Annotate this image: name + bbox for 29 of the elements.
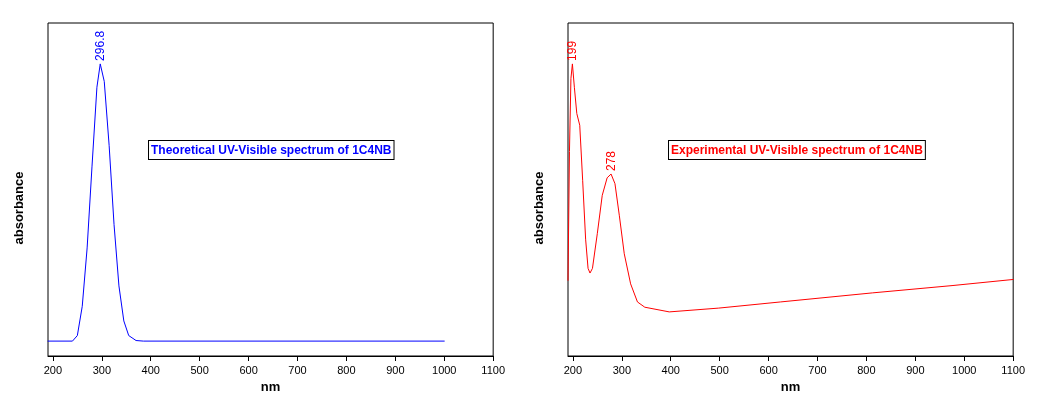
annotation: 199 [565, 40, 580, 61]
x-tick-label: 1100 [481, 363, 505, 376]
y-axis-title: absorbance [531, 171, 546, 245]
x-tick-label: 1100 [1001, 363, 1025, 376]
x-tick-label: 1000 [952, 363, 977, 376]
x-tick-label: 800 [337, 363, 356, 376]
x-tick-label: 500 [710, 363, 729, 376]
x-tick-label: 600 [759, 363, 778, 376]
x-tick-label: 700 [808, 363, 827, 376]
y-axis-title: absorbance [11, 171, 26, 245]
x-axis-title: nm [260, 379, 281, 394]
x-tick-label: 900 [386, 363, 405, 376]
x-tick-label: 400 [141, 363, 160, 376]
x-tick-label: 700 [288, 363, 307, 376]
x-tick-label: 200 [43, 363, 63, 376]
x-tick-label: 400 [661, 363, 680, 376]
annotation: 296.8 [93, 30, 108, 61]
annotation: Experimental UV-Visible spectrum of 1C4NB [671, 143, 924, 157]
x-tick-label: 800 [857, 363, 876, 376]
annotation: 278 [604, 150, 619, 172]
x-tick-label: 500 [190, 363, 209, 376]
x-tick-label: 900 [906, 363, 925, 376]
x-tick-label: 1000 [432, 363, 457, 376]
x-tick-label: 300 [612, 363, 631, 376]
x-tick-label: 600 [239, 363, 258, 376]
x-axis-title: nm [780, 379, 801, 394]
x-tick-label: 300 [92, 363, 111, 376]
x-tick-label: 200 [563, 363, 583, 376]
annotation: Theoretical UV-Visible spectrum of 1C4NB [151, 143, 392, 157]
